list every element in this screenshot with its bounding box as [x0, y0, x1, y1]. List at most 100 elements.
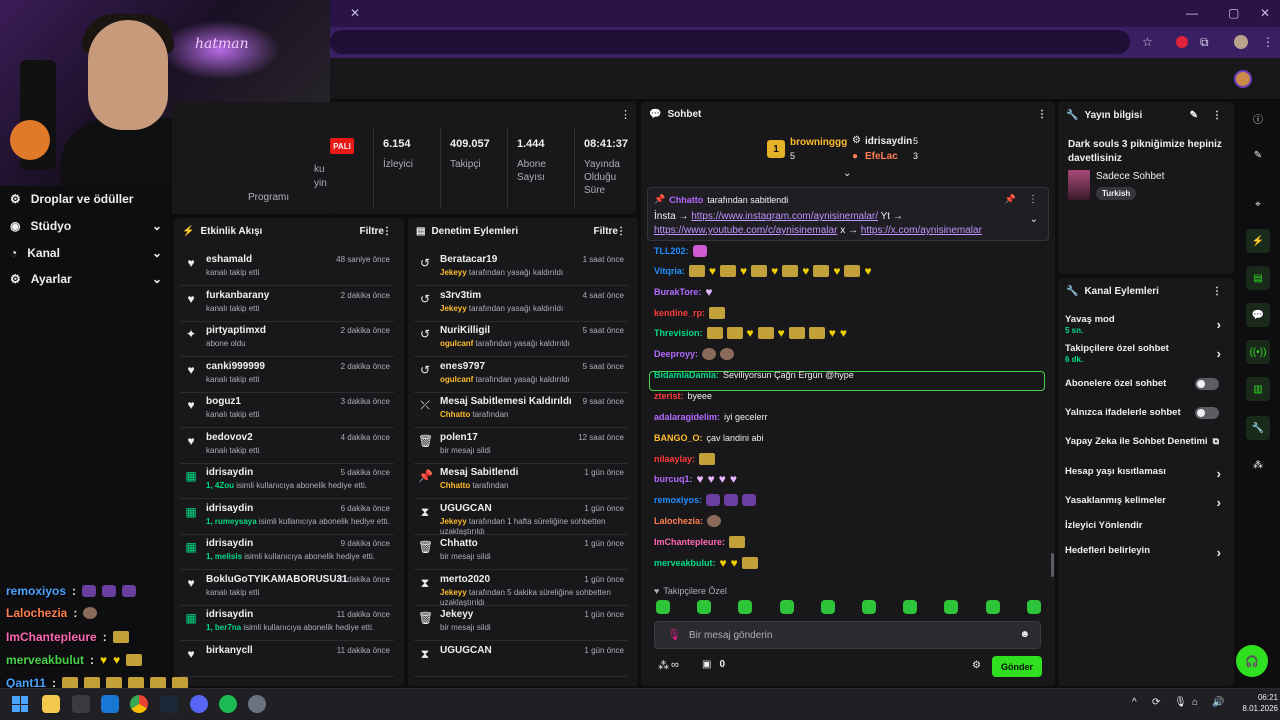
- activity-item[interactable]: ▦ idrisaydin 11 dakika önce 1, ber7na isiml…: [180, 605, 394, 641]
- chat-username[interactable]: burcuq1:: [654, 474, 693, 484]
- bookmark-star-icon[interactable]: ☆: [1142, 35, 1153, 49]
- screenshot-icon[interactable]: ⌖: [1255, 198, 1261, 210]
- chat-username[interactable]: kendine_rp:: [654, 308, 706, 318]
- kestin-emote[interactable]: [688, 265, 705, 277]
- mod-action-item[interactable]: ↺ s3rv3tim 4 saat önce Jekeyy tarafından ya…: [414, 286, 628, 322]
- file-explorer-icon[interactable]: [42, 695, 60, 713]
- kestin-emote[interactable]: [709, 307, 726, 319]
- chat-username[interactable]: Threvision:: [654, 328, 703, 338]
- discord-icon[interactable]: [190, 695, 208, 713]
- quick-action-clipboard-icon[interactable]: ▤: [1246, 266, 1270, 290]
- kestin-emote[interactable]: [782, 265, 799, 277]
- kestin-emote[interactable]: [844, 265, 861, 277]
- yellow-heart-emote[interactable]: ♥: [708, 264, 716, 278]
- unpin-icon[interactable]: 📌: [1004, 194, 1016, 204]
- tag-badge[interactable]: Turkish: [1096, 187, 1137, 200]
- youtube-link[interactable]: https://www.youtube.com/c/aynisinemalar: [654, 225, 838, 236]
- nav-channel[interactable]: ◔ Kanal ⌄: [10, 242, 162, 264]
- gift-count[interactable]: ▣ 0: [702, 659, 725, 670]
- leaderboard-name[interactable]: EfeLac: [865, 151, 898, 162]
- minimize-icon[interactable]: —: [1186, 6, 1198, 20]
- kestin-emote[interactable]: [741, 557, 758, 569]
- channel-action-row[interactable]: İzleyici Yönlendir: [1065, 520, 1227, 531]
- browser-menu-icon[interactable]: ⋮: [1262, 35, 1274, 49]
- chat-message[interactable]: Threvision: ♥ ♥ ♥ ♥: [654, 326, 847, 340]
- yellow-heart-emote[interactable]: ♥: [719, 556, 727, 570]
- settings-app-icon[interactable]: [248, 695, 266, 713]
- more-options-icon[interactable]: ⋮: [1212, 109, 1222, 121]
- user-avatar[interactable]: [1234, 70, 1252, 88]
- chat-username[interactable]: Lalochezia:: [654, 516, 704, 526]
- steam-icon[interactable]: [160, 695, 178, 713]
- kestin-emote[interactable]: [729, 536, 746, 548]
- kestin-emote[interactable]: [813, 265, 830, 277]
- pink-heart-emote[interactable]: ♥: [729, 472, 738, 486]
- chat-username[interactable]: Deeproyy:: [654, 349, 699, 359]
- channel-action-row[interactable]: Yalnızca ifadelerle sohbet: [1065, 407, 1227, 419]
- channel-action-row[interactable]: Hedefleri belirleyin ›: [1065, 545, 1227, 560]
- nav-settings[interactable]: ⚙ Ayarlar ⌄: [10, 268, 162, 290]
- clapper-emote[interactable]: [742, 494, 757, 506]
- chat-username[interactable]: BANGO_O:: [654, 433, 703, 443]
- outlook-icon[interactable]: [101, 695, 119, 713]
- quick-emote[interactable]: [985, 600, 1000, 614]
- chat-username[interactable]: zterist:: [654, 391, 684, 401]
- yellow-heart-emote[interactable]: ♥: [739, 264, 748, 278]
- yellow-heart-emote[interactable]: ♥: [771, 264, 779, 278]
- nav-drops[interactable]: ⚙ Droplar ve ödüller: [10, 188, 162, 210]
- activity-item[interactable]: ♥ BokluGoTYIKAMABORUSU31 10 dakika önce kan…: [180, 570, 394, 606]
- mic-icon[interactable]: 🎙: [667, 629, 681, 641]
- system-clock[interactable]: 06:21 8.01.2026: [1232, 692, 1278, 714]
- quick-emote[interactable]: [779, 600, 794, 614]
- chat-message[interactable]: zterist: byeee: [654, 389, 712, 403]
- yellow-heart-emote[interactable]: ♥: [864, 264, 872, 278]
- quick-action-chat-icon[interactable]: 💬: [1246, 303, 1270, 327]
- info-icon[interactable]: ⓘ: [1253, 114, 1263, 126]
- activity-item[interactable]: ▦ idrisaydin 9 dakika önce 1, melisis isiml…: [180, 534, 394, 570]
- chat-message[interactable]: BANGO_O: çav landini abi: [654, 431, 764, 445]
- chat-scrollbar[interactable]: [1051, 553, 1054, 577]
- tray-volume-icon[interactable]: 🔊: [1212, 697, 1225, 708]
- quick-emote[interactable]: [697, 600, 712, 614]
- chat-input[interactable]: 🎙 Bir mesaj gönderin ☻: [654, 621, 1041, 649]
- mod-action-item[interactable]: 📌 Mesaj Sabitlendi 1 gün önce Chhatto taraf…: [414, 463, 628, 499]
- clapper-emote[interactable]: [724, 494, 739, 506]
- chat-username[interactable]: TLL202:: [654, 246, 689, 256]
- quick-emote[interactable]: [738, 600, 753, 614]
- address-bar[interactable]: [330, 30, 1130, 54]
- chat-message[interactable]: remoxiyos:: [654, 493, 757, 507]
- close-window-icon[interactable]: ✕: [1260, 6, 1271, 20]
- kestin-emote[interactable]: [719, 265, 736, 277]
- yellow-heart-emote[interactable]: ♥: [777, 326, 785, 340]
- pink-heart-emote[interactable]: ♥: [718, 472, 726, 486]
- mod-action-item[interactable]: ↺ Beratacar19 1 saat önce Jekeyy tarafından…: [414, 250, 628, 286]
- filter-button[interactable]: Filtre: [593, 225, 618, 237]
- tray-sync-icon[interactable]: ⟳: [1152, 697, 1161, 708]
- chat-username[interactable]: merveakbulut:: [654, 558, 716, 568]
- leaderboard-name[interactable]: idrisaydin: [865, 136, 913, 147]
- mod-action-item[interactable]: ⧗ UGUGCAN 1 gün önce: [414, 641, 628, 677]
- channel-points[interactable]: ⁂ ∞: [658, 659, 679, 672]
- channel-action-row[interactable]: Yavaş mod 5 sn. ›: [1065, 314, 1227, 335]
- chat-message[interactable]: nilaaylay:: [654, 452, 716, 466]
- add-action-icon[interactable]: ⁂: [1253, 459, 1263, 471]
- quick-action-lightning-icon[interactable]: ⚡: [1246, 229, 1270, 253]
- toggle-switch[interactable]: [1195, 378, 1219, 390]
- more-options-icon[interactable]: ⋮: [616, 225, 626, 237]
- emoji-icon[interactable]: ☻: [1019, 629, 1030, 640]
- store-icon[interactable]: [72, 695, 90, 713]
- kestin-emote[interactable]: [751, 265, 768, 277]
- activity-item[interactable]: ▦ idrisaydin 5 dakika önce 1, 4Zou isimli k…: [180, 463, 394, 499]
- activity-item[interactable]: ♥ birkanycll 11 dakika önce: [180, 641, 394, 677]
- chat-message[interactable]: adalaragidelim: iyi gecelerr: [654, 410, 768, 424]
- filter-button[interactable]: Filtre: [359, 225, 384, 237]
- mod-action-item[interactable]: ⧗ merto2020 1 gün önce Jekeyy tarafından 5 …: [414, 570, 628, 607]
- edit-icon[interactable]: ✎: [1253, 149, 1263, 161]
- spotify-icon[interactable]: [219, 695, 237, 713]
- chat-username[interactable]: adalaragidelim:: [654, 412, 721, 422]
- extension-icon[interactable]: [1176, 36, 1188, 48]
- send-button[interactable]: Gönder: [992, 656, 1042, 677]
- maximize-icon[interactable]: ▢: [1228, 6, 1240, 20]
- mod-action-item[interactable]: 🗑 Chhatto 1 gün önce bir mesajı sildi: [414, 534, 628, 570]
- start-button[interactable]: [12, 696, 28, 712]
